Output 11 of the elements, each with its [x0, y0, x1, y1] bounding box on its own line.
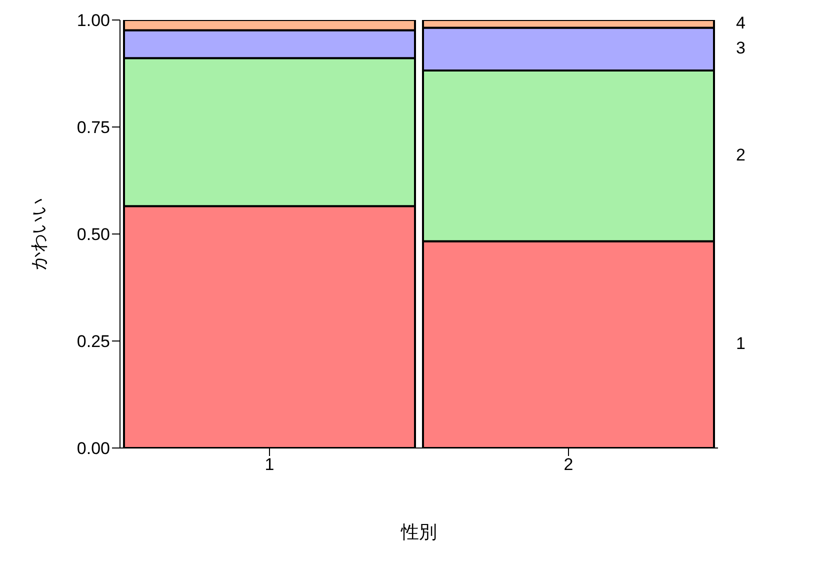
series-label: 3: [736, 38, 746, 58]
y-axis-title: かわいい: [28, 198, 48, 270]
series-label: 1: [736, 334, 746, 354]
series-label: 2: [736, 145, 746, 164]
x-axis-title: 性別: [400, 522, 437, 542]
y-tick-label: 0.00: [76, 439, 110, 458]
y-tick-label: 0.75: [76, 118, 110, 138]
y-tick-label: 0.25: [76, 332, 110, 352]
y-tick-label: 1.00: [76, 11, 110, 30]
series-label: 4: [736, 13, 746, 32]
y-tick-label: 0.50: [76, 225, 110, 244]
